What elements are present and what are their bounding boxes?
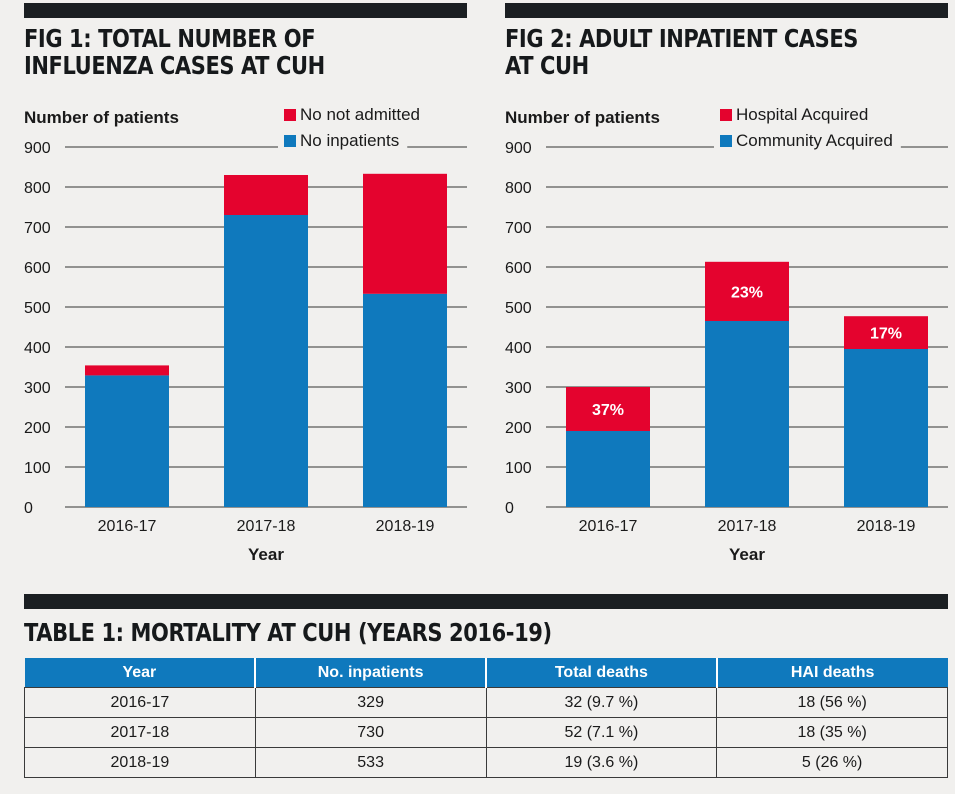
- fig2-top-bar: [505, 3, 948, 18]
- fig2-y-tick-label: 700: [505, 220, 532, 237]
- table1-top-bar: [24, 594, 948, 609]
- fig1-bar-no-inpatients: [85, 375, 169, 507]
- fig1-y-tick-label: 800: [24, 180, 51, 197]
- fig2-legend-background: [714, 105, 877, 127]
- fig2-title: FIG 2: ADULT INPATIENT CASES AT CUH: [505, 24, 858, 80]
- fig2-y-tick-label: 900: [505, 140, 532, 157]
- fig2-percent-label: 23%: [731, 284, 763, 301]
- fig1-x-tick-label: 2018-19: [376, 518, 435, 535]
- fig1-y-tick-label: 700: [24, 220, 51, 237]
- fig2-y-tick-label: 500: [505, 300, 532, 317]
- fig2-y-tick-label: 600: [505, 260, 532, 277]
- fig1-legend-swatch: [284, 135, 296, 147]
- cell-inpatients: 533: [254, 747, 487, 778]
- fig1-y-tick-label: 300: [24, 380, 51, 397]
- fig1-x-axis-title: Year: [248, 545, 284, 564]
- fig2-bar-community-acquired: [566, 431, 650, 507]
- fig2-legend-label: Community Acquired: [736, 131, 893, 150]
- fig1-x-tick-label: 2016-17: [98, 518, 157, 535]
- fig2-legend-swatch: [720, 109, 732, 121]
- fig1-y-tick-label: 600: [24, 260, 51, 277]
- fig2-y-tick-label: 400: [505, 340, 532, 357]
- fig2-x-tick-label: 2018-19: [857, 518, 916, 535]
- fig1-y-tick-label: 100: [24, 460, 51, 477]
- fig1-top-bar: [24, 3, 467, 18]
- mortality-table: Year No. inpatients Total deaths HAI dea…: [24, 658, 948, 778]
- cell-total-deaths: 52 (7.1 %): [485, 717, 718, 748]
- fig2-legend-swatch: [720, 135, 732, 147]
- cell-total-deaths: 32 (9.7 %): [485, 687, 718, 718]
- fig1-y-tick-label: 200: [24, 420, 51, 437]
- fig2-legend-label: Hospital Acquired: [736, 105, 868, 124]
- fig2-x-tick-label: 2017-18: [718, 518, 777, 535]
- fig2-bar-community-acquired: [844, 349, 928, 507]
- cell-total-deaths: 19 (3.6 %): [485, 747, 718, 778]
- table-header-row: Year No. inpatients Total deaths HAI dea…: [24, 658, 948, 688]
- cell-inpatients: 730: [254, 717, 487, 748]
- fig1-bar-no-not-admitted: [363, 173, 447, 294]
- fig2-x-tick-label: 2016-17: [579, 518, 638, 535]
- fig2-bar-hospital-acquired: [844, 316, 928, 349]
- fig2-x-axis-title: Year: [729, 545, 765, 564]
- header-year: Year: [24, 658, 257, 688]
- fig2-bar-community-acquired: [705, 321, 789, 507]
- fig2-y-tick-label: 800: [505, 180, 532, 197]
- table-row: 2017-18 730 52 (7.1 %) 18 (35 %): [24, 717, 948, 748]
- cell-year: 2018-19: [24, 747, 256, 778]
- fig2-y-tick-label: 300: [505, 380, 532, 397]
- cell-hai-deaths: 5 (26 %): [716, 747, 948, 778]
- fig2-y-tick-label: 200: [505, 420, 532, 437]
- cell-hai-deaths: 18 (56 %): [716, 687, 948, 718]
- fig1-legend-background: [278, 105, 429, 127]
- fig1-y-tick-label: 400: [24, 340, 51, 357]
- fig1-bar-no-not-admitted: [85, 365, 169, 376]
- header-inpatients: No. inpatients: [254, 658, 487, 688]
- fig2-bar-hospital-acquired: [705, 261, 789, 321]
- fig1-legend-label: No not admitted: [300, 105, 420, 124]
- fig1-y-axis-title: Number of patients: [24, 108, 179, 127]
- fig1-bar-no-inpatients: [363, 293, 447, 507]
- fig2-y-tick-label: 100: [505, 460, 532, 477]
- fig1-y-tick-label: 0: [24, 500, 33, 517]
- header-hai-deaths: HAI deaths: [715, 658, 948, 688]
- fig2-y-axis-title: Number of patients: [505, 108, 660, 127]
- fig2-y-tick-label: 0: [505, 500, 514, 517]
- fig2-legend-background: [714, 131, 901, 153]
- fig1-y-tick-label: 500: [24, 300, 51, 317]
- fig1-legend-label: No inpatients: [300, 131, 399, 150]
- cell-year: 2017-18: [24, 717, 256, 748]
- fig1-bar-no-inpatients: [224, 215, 308, 507]
- fig2-percent-label: 17%: [870, 326, 902, 343]
- cell-hai-deaths: 18 (35 %): [716, 717, 948, 748]
- cell-year: 2016-17: [24, 687, 256, 718]
- table-row: 2016-17 329 32 (9.7 %) 18 (56 %): [24, 687, 948, 718]
- fig1-title: FIG 1: TOTAL NUMBER OF INFLUENZA CASES A…: [24, 24, 325, 80]
- fig2-bar-hospital-acquired: [566, 387, 650, 431]
- header-total-deaths: Total deaths: [485, 658, 718, 688]
- table1-title: TABLE 1: MORTALITY AT CUH (YEARS 2016-19…: [24, 618, 552, 647]
- fig1-x-tick-label: 2017-18: [237, 518, 296, 535]
- fig1-legend-swatch: [284, 109, 296, 121]
- fig1-legend-background: [278, 131, 408, 153]
- cell-inpatients: 329: [254, 687, 487, 718]
- table-row: 2018-19 533 19 (3.6 %) 5 (26 %): [24, 747, 948, 778]
- fig1-y-tick-label: 900: [24, 140, 51, 157]
- fig2-percent-label: 37%: [592, 402, 624, 419]
- fig1-bar-no-not-admitted: [224, 175, 308, 215]
